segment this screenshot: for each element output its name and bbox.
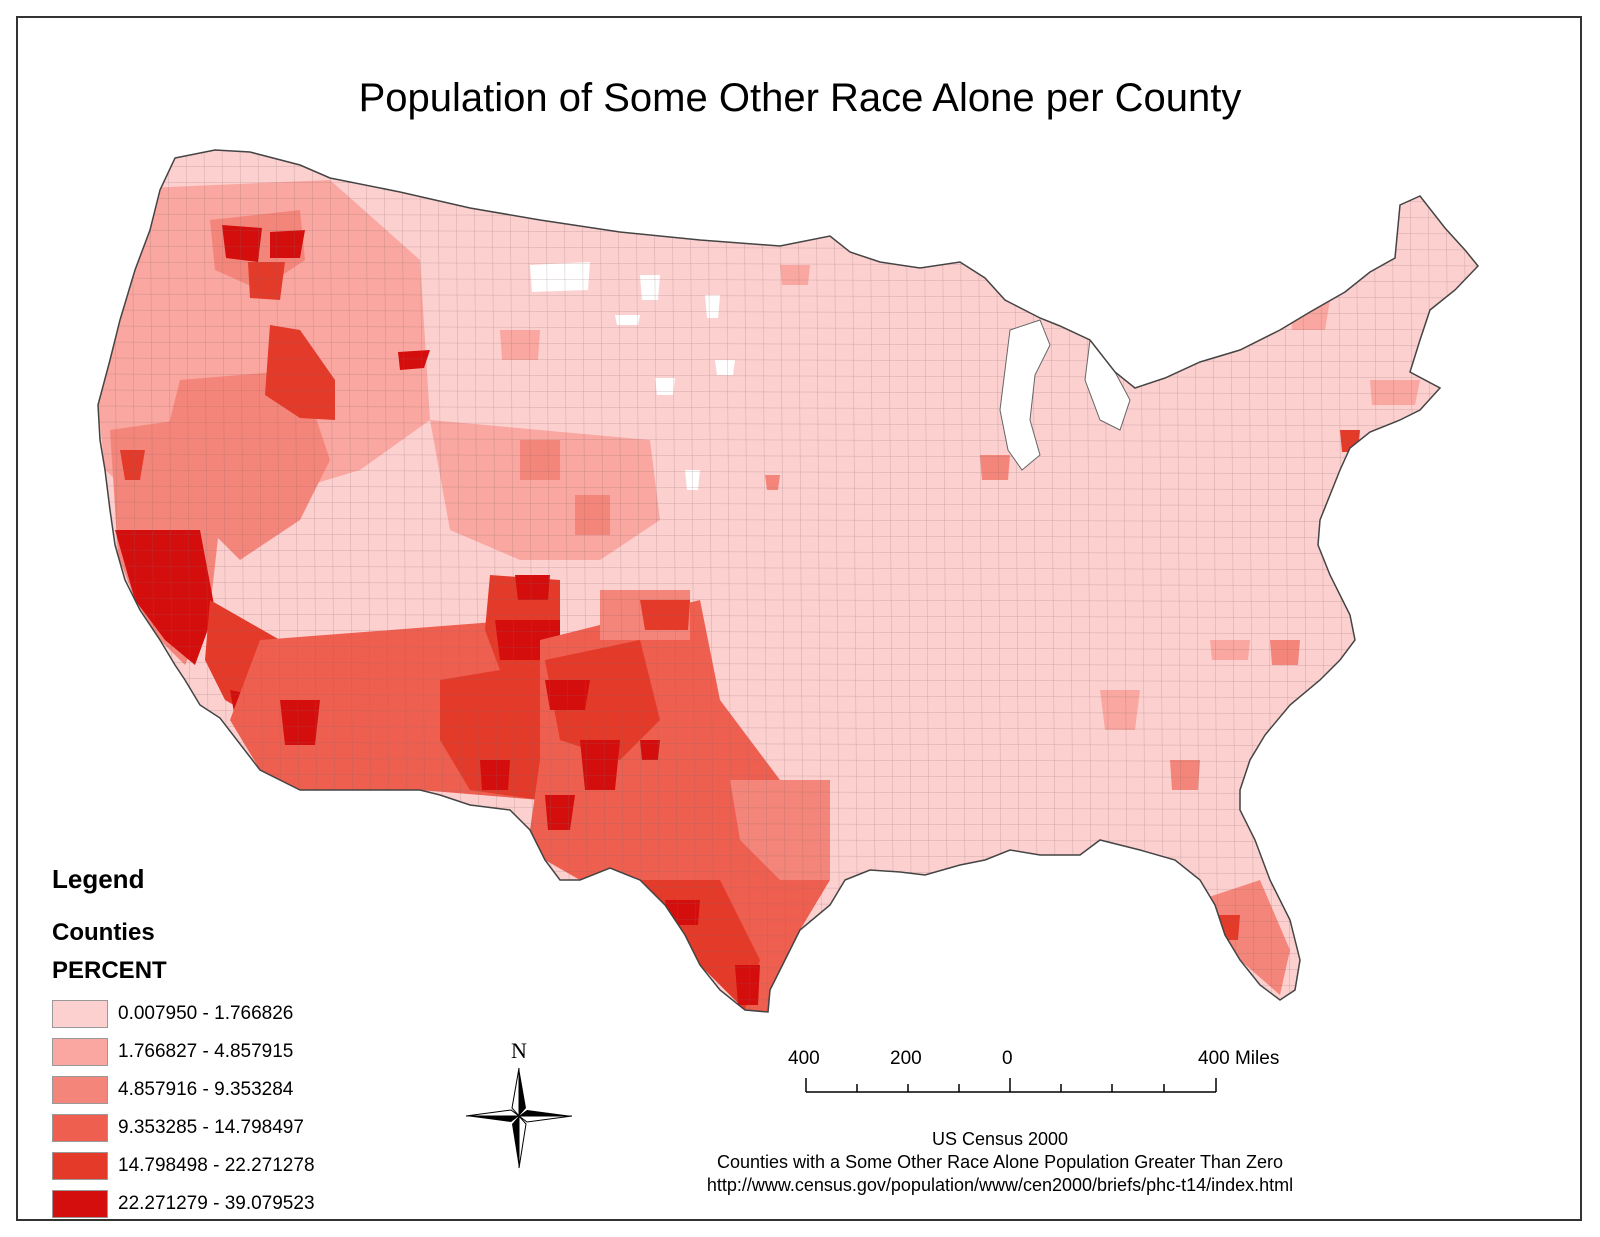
oklahoma-hotspot: [640, 600, 690, 630]
washington-hotspot-2: [270, 230, 305, 258]
map-frame: [16, 16, 1582, 1221]
permian-hotspot: [580, 740, 620, 790]
legend-class-label: 4.857916 - 9.353284: [118, 1079, 294, 1100]
legend-heading: Legend: [52, 864, 145, 894]
no-data-patch-4: [615, 315, 640, 325]
texas-small-hotspot: [640, 740, 660, 760]
legend-row: 4.857916 - 9.353284: [52, 1071, 412, 1109]
legend-class-list: 0.007950 - 1.766826 1.766827 - 4.857915 4.…: [52, 995, 412, 1223]
no-data-patch-7: [715, 360, 735, 375]
montana-tier2-patch: [500, 330, 540, 360]
scale-label-0: 0: [1002, 1048, 1013, 1069]
credits-description: Counties with a Some Other Race Alone Po…: [717, 1152, 1283, 1172]
legend-row: 1.766827 - 4.857915: [52, 1033, 412, 1071]
east-texas-tier3-zone: [730, 780, 830, 880]
map-credits: US Census 2000 Counties with a Some Othe…: [650, 1128, 1350, 1197]
credits-url: http://www.census.gov/population/www/cen…: [706, 1175, 1294, 1195]
georgia-tier3-patch: [1170, 760, 1200, 790]
washington-hotspot-3: [248, 262, 285, 300]
central-valley-hotspot: [115, 530, 215, 665]
legend-swatch: [52, 1038, 108, 1066]
scale-label-200: 200: [890, 1048, 922, 1069]
washington-hotspot-1: [222, 225, 262, 262]
scale-bar: 400 200 0 400 Miles: [780, 1048, 1300, 1108]
south-florida-zone: [1200, 880, 1290, 995]
scale-ticks: [805, 1078, 1217, 1093]
legend-row: 0.007950 - 1.766826: [52, 995, 412, 1033]
north-label: N: [511, 1038, 527, 1063]
el-paso-hotspot: [545, 795, 575, 830]
panhandle-hotspot: [545, 680, 590, 710]
legend-class-label: 14.798498 - 22.271278: [118, 1155, 315, 1176]
yuma-hotspot: [280, 700, 320, 745]
north-dakota-patch: [780, 265, 810, 285]
base-counties-fill: [98, 150, 1478, 1012]
scale-label-400-left: 400: [788, 1048, 820, 1069]
legend-class-label: 0.007950 - 1.766826: [118, 1003, 294, 1024]
north-carolina-patch: [1270, 640, 1300, 665]
map-title: Population of Some Other Race Alone per …: [358, 76, 1242, 120]
georgia-patch: [1100, 690, 1140, 730]
valley-hotspot: [735, 965, 760, 1005]
no-data-patch-6: [685, 470, 700, 490]
legend-class-label: 22.271279 - 39.079523: [118, 1193, 315, 1214]
legend-swatch: [52, 1114, 108, 1142]
legend-row: 22.271279 - 39.079523: [52, 1185, 412, 1223]
montana-hotspot: [398, 350, 430, 370]
legend-layer-name: Counties: [52, 919, 155, 946]
new-england-patch: [1370, 380, 1420, 405]
florida-hotspot: [1218, 915, 1240, 940]
legend-class-label: 9.353285 - 14.798497: [118, 1117, 304, 1138]
north-arrow-icon: [465, 1067, 573, 1169]
legend-row: 9.353285 - 14.798497: [52, 1109, 412, 1147]
map-legend: Legend Counties PERCENT 0.007950 - 1.766…: [52, 864, 412, 1223]
legend-swatch: [52, 1000, 108, 1028]
legend-class-label: 1.766827 - 4.857915: [118, 1041, 294, 1062]
no-data-patch-3: [705, 295, 720, 318]
scale-label-400-miles: 400 Miles: [1198, 1048, 1280, 1069]
credits-source: US Census 2000: [931, 1129, 1069, 1149]
no-data-patch-1: [530, 262, 590, 292]
west-texas-tier5-zone: [545, 640, 660, 760]
lake-michigan: [999, 319, 1051, 471]
nebraska-tier3-patch: [520, 440, 560, 480]
no-data-patch-2: [640, 275, 660, 300]
chicago-patch: [980, 455, 1010, 480]
iowa-patch: [765, 475, 780, 490]
legend-swatch: [52, 1190, 108, 1218]
denver-hotspot: [515, 575, 550, 600]
legend-swatch: [52, 1152, 108, 1180]
no-data-patch-5: [655, 378, 675, 395]
kansas-tier3-patch: [575, 495, 610, 535]
norcal-hotspot: [120, 450, 145, 480]
legend-row: 14.798498 - 22.271278: [52, 1147, 412, 1185]
legend-field-name: PERCENT: [52, 957, 167, 984]
idaho-hotspot: [265, 325, 335, 420]
legend-swatch: [52, 1076, 108, 1104]
nc-tier2-patch: [1210, 640, 1250, 660]
